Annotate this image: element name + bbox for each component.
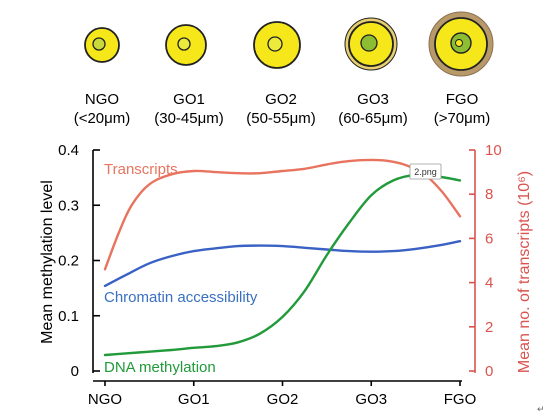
oocyte-ngo-icon: [84, 27, 120, 63]
left-tick-label: 0.4: [58, 142, 79, 159]
series-line-dna-methylation: [103, 173, 462, 357]
right-tick-label: 4: [485, 275, 493, 292]
x-tick-label: GO1: [178, 391, 210, 408]
series-label-chromatin: Chromatin accessibility: [104, 289, 258, 306]
left-tick-label: 0: [71, 363, 79, 380]
stage-name-ngo: NGO: [85, 91, 119, 108]
right-tick-label: 0: [485, 363, 493, 380]
return-mark: ↵: [537, 404, 545, 414]
stage-size-fgo: (>70μm): [434, 110, 491, 127]
stage-name-go1: GO1: [173, 91, 205, 108]
stage-name-go2: GO2: [265, 91, 297, 108]
x-axis-ticks: NGO GO1 GO2 GO3 FGO: [88, 381, 476, 408]
stage-size-go1: (30-45μm): [154, 110, 224, 127]
x-tick-label: GO2: [267, 391, 299, 408]
right-tick-label: 8: [485, 186, 493, 203]
series-label-transcripts: Transcripts: [104, 161, 178, 178]
x-tick-label: GO3: [355, 391, 387, 408]
oocyte-go1-icon: [165, 24, 207, 66]
left-axis-ticks: 0 0.1 0.2 0.3 0.4: [58, 142, 100, 380]
stage-name-go3: GO3: [357, 91, 389, 108]
series-line-chromatin-accessibility: [103, 240, 462, 288]
right-axis-ticks: 0 2 4 6 8 10: [469, 142, 502, 380]
stage-size-ngo: (<20μm): [74, 110, 131, 127]
oocyte-fgo-icon: [428, 11, 494, 77]
methylation-chart: 0 0.1 0.2 0.3 0.4 0 2 4 6 8 10 NGO GO1 GO2 GO3 FGO Me…: [39, 142, 533, 408]
series-label-dna-methylation: DNA methylation: [104, 359, 216, 376]
left-tick-label: 0.3: [58, 197, 79, 214]
oocyte-go2-icon: [253, 21, 301, 69]
stage-labels: NGO (<20μm) GO1 (30-45μm) GO2 (50-55μm) …: [74, 91, 491, 127]
series-line-transcripts: [103, 158, 462, 271]
left-tick-label: 0.1: [58, 308, 79, 325]
right-axis-title: Mean no. of transcripts (10⁶): [516, 171, 533, 373]
oocyte-go3-icon: [344, 17, 398, 71]
series-lines: [103, 158, 462, 357]
right-tick-label: 6: [485, 230, 493, 247]
x-tick-label: NGO: [88, 391, 122, 408]
oocyte-stage-row: [84, 11, 494, 77]
stage-name-fgo: FGO: [446, 91, 479, 108]
image-tooltip: 2.png: [409, 163, 442, 180]
tooltip-text: 2.png: [414, 167, 437, 177]
stage-size-go2: (50-55μm): [246, 110, 316, 127]
right-tick-label: 10: [485, 142, 502, 159]
stage-size-go3: (60-65μm): [338, 110, 408, 127]
right-tick-label: 2: [485, 319, 493, 336]
left-tick-label: 0.2: [58, 253, 79, 270]
x-tick-label: FGO: [444, 391, 477, 408]
left-axis-title: Mean methylation level: [39, 180, 56, 344]
